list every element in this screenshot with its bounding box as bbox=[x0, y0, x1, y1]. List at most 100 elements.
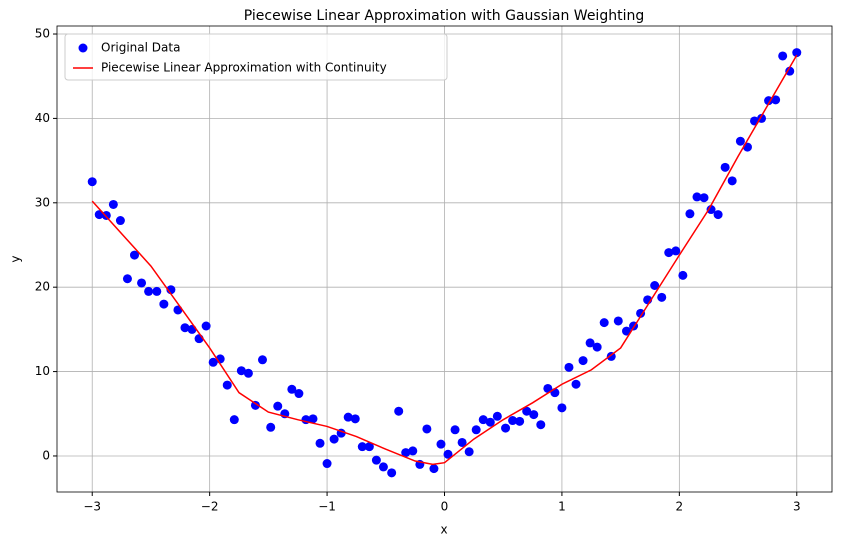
data-point bbox=[287, 384, 297, 394]
data-point bbox=[401, 448, 411, 458]
data-point bbox=[387, 468, 397, 478]
data-point bbox=[508, 416, 518, 426]
data-point bbox=[713, 210, 723, 220]
x-tick-label: −3 bbox=[83, 500, 101, 514]
y-tick-label: 40 bbox=[35, 111, 50, 125]
data-point bbox=[578, 356, 588, 366]
data-point bbox=[457, 437, 467, 447]
data-point bbox=[706, 205, 716, 215]
data-point bbox=[485, 417, 495, 427]
data-point bbox=[429, 464, 439, 474]
data-point bbox=[543, 383, 553, 393]
data-point bbox=[471, 425, 481, 435]
data-point bbox=[222, 380, 232, 390]
data-point bbox=[173, 305, 183, 315]
data-point bbox=[436, 439, 446, 449]
data-point bbox=[115, 216, 125, 226]
data-point bbox=[664, 248, 674, 258]
data-point bbox=[315, 438, 325, 448]
data-point bbox=[536, 420, 546, 430]
data-point bbox=[529, 410, 539, 420]
legend-label: Original Data bbox=[101, 41, 180, 55]
data-point bbox=[735, 136, 745, 146]
data-point bbox=[229, 415, 239, 425]
y-axis-label: y bbox=[9, 255, 23, 262]
x-tick-label: 0 bbox=[441, 500, 449, 514]
data-point bbox=[273, 401, 283, 411]
data-point bbox=[294, 389, 304, 399]
data-point bbox=[636, 308, 646, 318]
data-point bbox=[613, 316, 623, 326]
data-point bbox=[464, 447, 474, 457]
data-point bbox=[478, 415, 488, 425]
data-point bbox=[159, 299, 169, 309]
y-tick-label: 30 bbox=[35, 195, 50, 209]
y-tick-label: 50 bbox=[35, 27, 50, 41]
data-point bbox=[180, 323, 190, 333]
data-point bbox=[371, 455, 381, 465]
chart-title: Piecewise Linear Approximation with Gaus… bbox=[244, 8, 644, 24]
data-point bbox=[122, 274, 132, 284]
data-point bbox=[329, 434, 339, 444]
data-point bbox=[792, 48, 802, 58]
data-point bbox=[308, 414, 318, 424]
data-point bbox=[592, 342, 602, 352]
data-point bbox=[250, 400, 260, 410]
y-tick-label: 0 bbox=[42, 448, 50, 462]
data-point bbox=[785, 66, 795, 76]
data-point bbox=[501, 423, 511, 433]
data-point bbox=[443, 449, 453, 459]
data-point bbox=[727, 176, 737, 186]
data-point bbox=[364, 442, 374, 452]
data-point bbox=[599, 318, 609, 328]
data-point bbox=[350, 414, 360, 424]
data-point bbox=[87, 177, 97, 187]
y-tick-label: 10 bbox=[35, 364, 50, 378]
legend-label: Piecewise Linear Approximation with Cont… bbox=[101, 61, 387, 75]
data-point bbox=[557, 403, 567, 413]
data-point bbox=[515, 416, 525, 426]
data-point bbox=[564, 362, 574, 372]
data-point bbox=[685, 209, 695, 219]
data-point bbox=[201, 321, 211, 331]
y-tick-label: 20 bbox=[35, 280, 50, 294]
data-point bbox=[394, 406, 404, 416]
data-point bbox=[422, 424, 432, 434]
data-point bbox=[692, 192, 702, 202]
data-point bbox=[622, 326, 632, 336]
data-point bbox=[771, 95, 781, 105]
data-point bbox=[408, 446, 418, 456]
x-axis-label: x bbox=[440, 523, 447, 537]
data-point bbox=[257, 355, 267, 365]
data-point bbox=[657, 292, 667, 302]
x-tick-label: 2 bbox=[676, 500, 684, 514]
data-point bbox=[266, 422, 276, 432]
data-point bbox=[243, 368, 253, 378]
data-point bbox=[108, 199, 118, 209]
data-point bbox=[187, 324, 197, 334]
x-tick-label: 3 bbox=[793, 500, 801, 514]
legend: Original Data Piecewise Linear Approximat… bbox=[64, 33, 448, 81]
data-point bbox=[343, 412, 353, 422]
data-point bbox=[152, 286, 162, 296]
data-point bbox=[522, 406, 532, 416]
data-point bbox=[208, 357, 218, 367]
x-tick-label: 1 bbox=[558, 500, 566, 514]
data-point bbox=[236, 366, 246, 376]
legend-box bbox=[64, 33, 448, 81]
data-point bbox=[699, 193, 709, 203]
data-point bbox=[130, 250, 139, 260]
data-point bbox=[571, 379, 581, 389]
data-point bbox=[322, 459, 332, 469]
data-point bbox=[450, 425, 460, 435]
x-tick-label: −2 bbox=[201, 500, 219, 514]
data-point bbox=[492, 411, 502, 421]
data-point bbox=[650, 280, 660, 290]
data-line bbox=[91, 54, 798, 466]
plot-frame bbox=[56, 25, 833, 493]
data-point bbox=[678, 270, 688, 280]
data-point bbox=[378, 462, 388, 472]
data-point bbox=[585, 338, 595, 348]
x-tick-label: −1 bbox=[318, 500, 336, 514]
